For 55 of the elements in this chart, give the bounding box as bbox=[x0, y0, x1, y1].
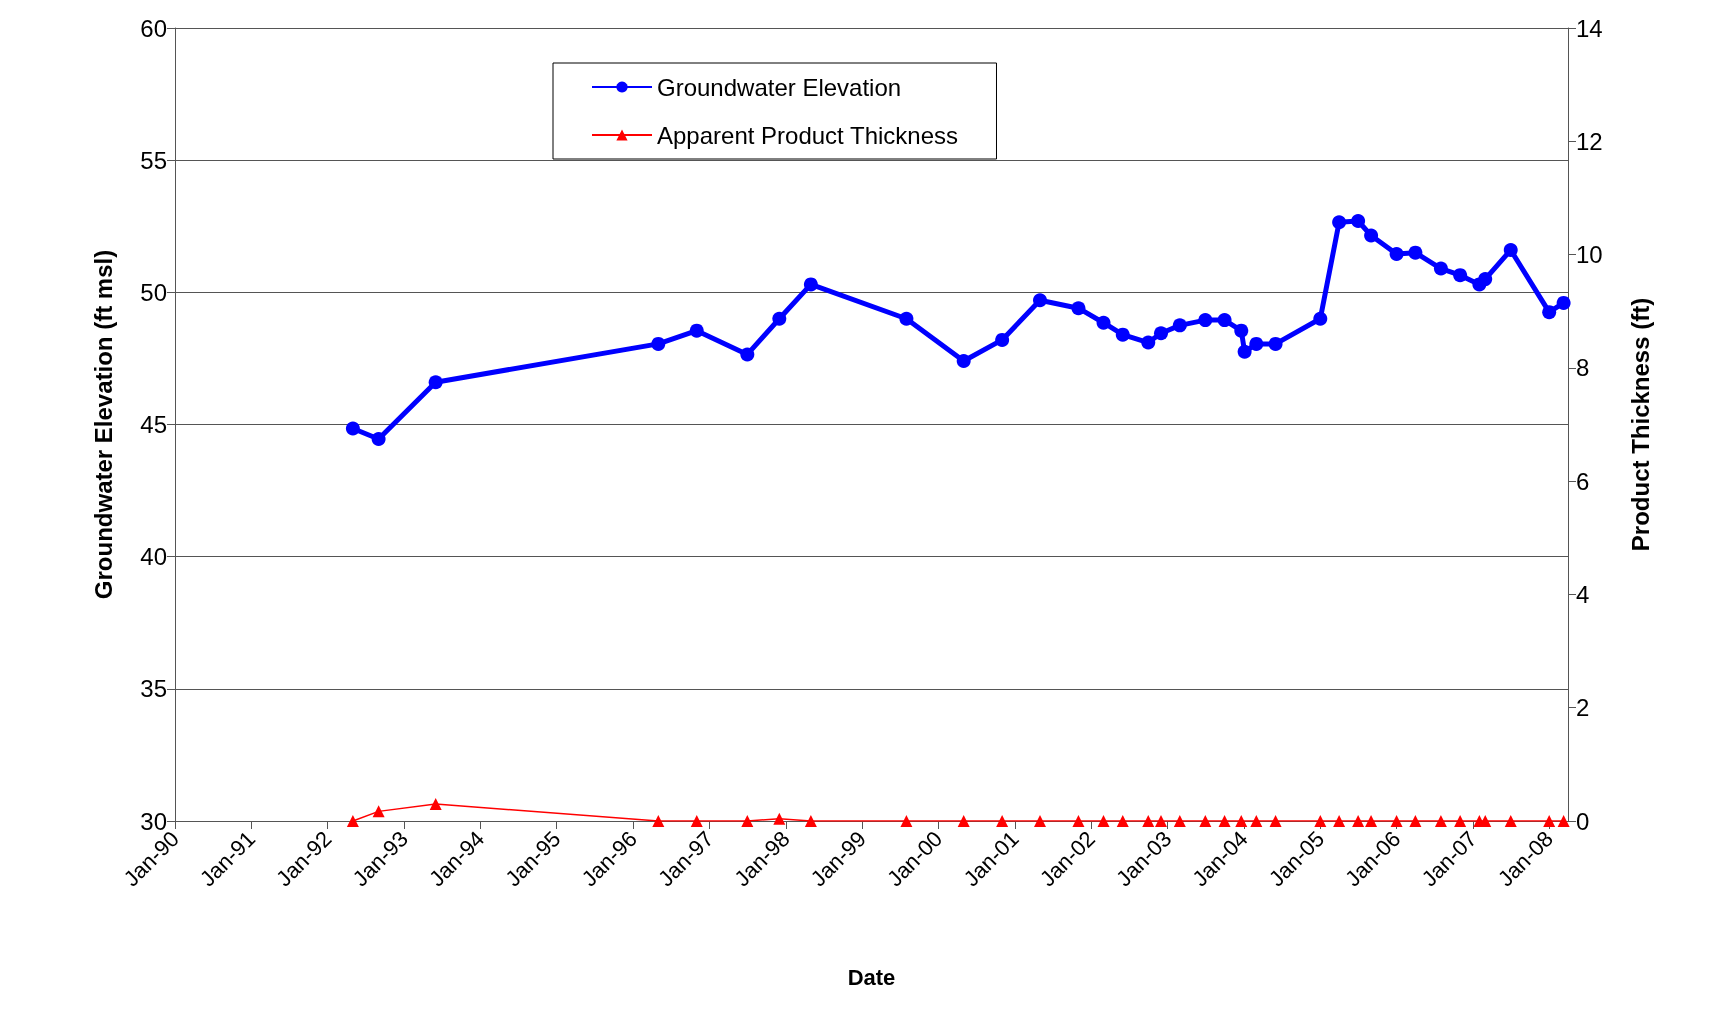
point bbox=[1198, 313, 1213, 328]
point bbox=[1154, 326, 1169, 341]
point bbox=[1033, 293, 1047, 308]
point bbox=[1389, 247, 1404, 261]
point bbox=[1332, 215, 1347, 230]
y2-tick-label: 0 bbox=[1576, 807, 1590, 835]
y-tick-label: 55 bbox=[140, 146, 167, 174]
y2-tick-label: 8 bbox=[1576, 354, 1590, 382]
point bbox=[689, 323, 704, 338]
legend-label: Apparent Product Thickness bbox=[657, 121, 959, 149]
y-tick-label: 60 bbox=[140, 14, 167, 42]
point bbox=[1313, 311, 1328, 326]
point bbox=[1096, 315, 1111, 330]
point bbox=[428, 375, 443, 390]
point bbox=[1141, 335, 1156, 350]
point bbox=[1071, 301, 1086, 316]
point bbox=[1503, 243, 1518, 258]
y2-tick-label: 6 bbox=[1576, 467, 1590, 495]
legend-label: Groundwater Elevation bbox=[657, 73, 902, 101]
point bbox=[1478, 272, 1493, 287]
point bbox=[772, 311, 787, 326]
y2-tick-label: 12 bbox=[1576, 127, 1603, 155]
point bbox=[1364, 228, 1379, 243]
point bbox=[651, 336, 666, 351]
point bbox=[1172, 318, 1187, 333]
y2-tick-label: 2 bbox=[1576, 694, 1590, 722]
point bbox=[1234, 323, 1249, 338]
y-tick-label: 40 bbox=[140, 543, 167, 571]
point bbox=[1237, 344, 1252, 359]
y-tick-label: 35 bbox=[140, 675, 167, 703]
y2-tick-label: 4 bbox=[1576, 580, 1590, 608]
y-tick-label: 45 bbox=[140, 411, 167, 438]
point bbox=[1542, 305, 1557, 320]
y2-axis-title: Product Thickness (ft) bbox=[1626, 297, 1654, 552]
point bbox=[1268, 336, 1283, 351]
point bbox=[995, 332, 1010, 347]
point bbox=[1433, 261, 1448, 276]
point bbox=[899, 311, 914, 326]
point bbox=[1217, 313, 1232, 328]
point bbox=[1249, 336, 1264, 351]
point bbox=[1351, 213, 1366, 228]
y-axis-title: Groundwater Elevation (ft msl) bbox=[89, 249, 117, 600]
point bbox=[1453, 268, 1468, 283]
point bbox=[1408, 245, 1423, 260]
point bbox=[956, 354, 971, 369]
y-tick-label: 50 bbox=[140, 278, 167, 306]
y2-tick-label: 10 bbox=[1576, 241, 1603, 269]
point bbox=[345, 421, 360, 436]
point bbox=[1115, 327, 1130, 342]
point bbox=[1556, 295, 1571, 310]
point bbox=[740, 347, 755, 362]
point bbox=[803, 277, 818, 292]
point bbox=[371, 432, 386, 447]
y2-tick-label: 14 bbox=[1576, 14, 1603, 42]
x-axis-title: Date bbox=[847, 964, 896, 990]
